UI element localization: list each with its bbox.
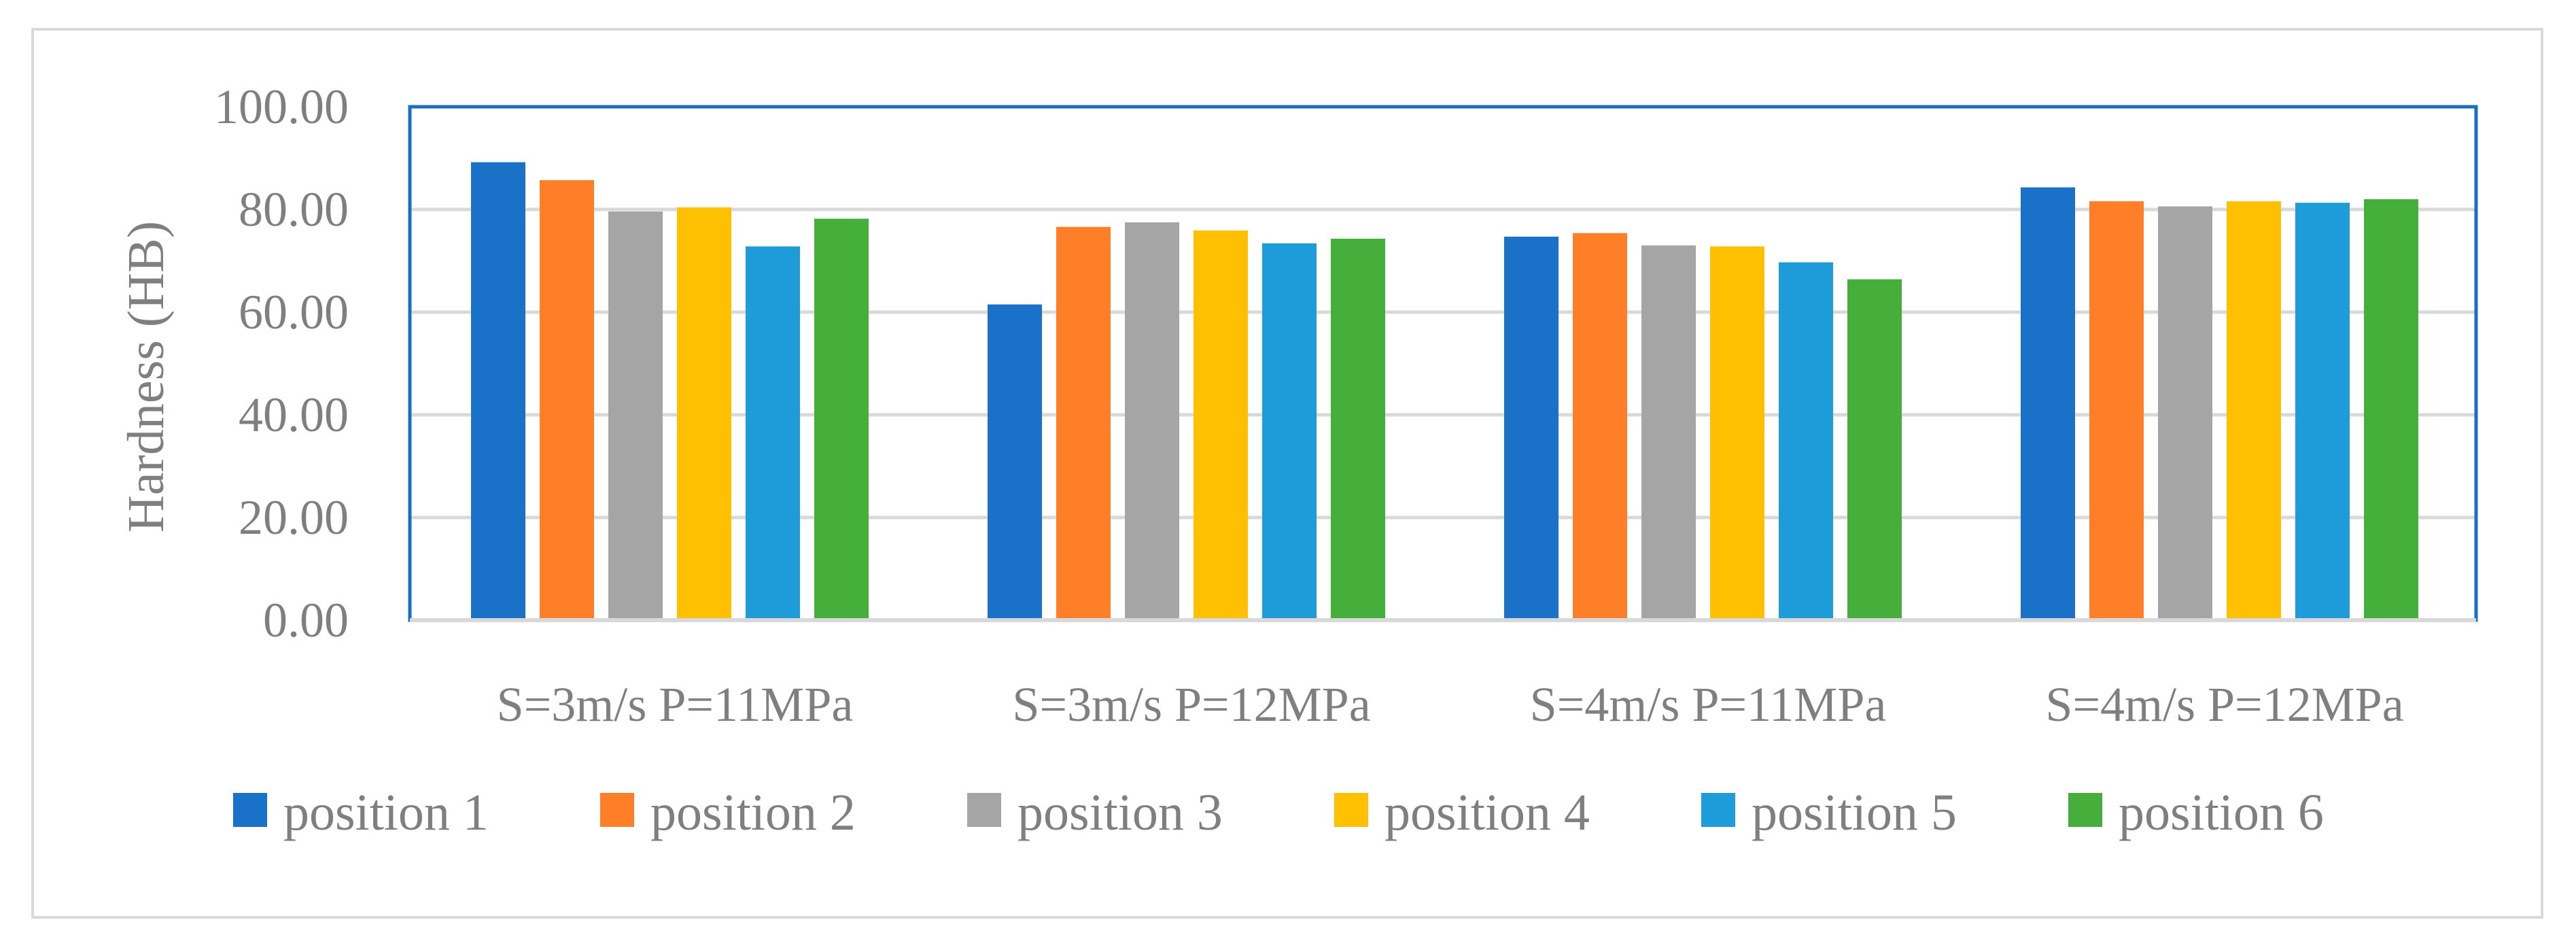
bar-position-6-cat2 [1331,239,1385,620]
axes: 0.00 20.00 40.00 60.00 80.00 100.00 S=3m/s P=1… [214,80,2478,732]
bar-position-5-cat1 [746,246,800,620]
x-category-label: S=3m/s P=12MPa [1012,677,1370,732]
bar-position-1-cat3 [1504,237,1559,620]
bars [471,162,2418,621]
bar-position-1-cat4 [2021,187,2075,620]
y-tick-label: 80.00 [239,182,349,237]
y-tick-label: 0.00 [263,593,349,647]
bar-position-3-cat1 [608,211,663,620]
y-axis-title: Hardness (HB) [118,221,175,532]
bar-position-4-cat1 [677,207,731,621]
legend-swatch [233,793,267,827]
bar-position-2-cat4 [2089,201,2144,620]
bar-position-2-cat1 [540,180,594,621]
bar-position-3-cat4 [2158,206,2212,621]
legend-swatch [967,793,1001,827]
legend-label: position 2 [650,784,856,841]
bar-position-6-cat3 [1847,279,1902,620]
bar-position-3-cat2 [1125,222,1179,620]
bar-position-4-cat4 [2227,201,2281,620]
y-tick-label: 60.00 [239,285,349,339]
bar-position-5-cat3 [1779,262,1833,620]
bar-position-6-cat1 [814,218,869,621]
bar-position-5-cat4 [2295,203,2350,620]
x-category-label: S=4m/s P=12MPa [2045,677,2403,732]
y-tick-label: 100.00 [214,80,349,134]
legend-label: position 3 [1017,784,1223,841]
bar-position-2-cat3 [1573,233,1627,621]
bar-position-3-cat3 [1641,245,1696,621]
x-category-label: S=3m/s P=11MPa [497,677,854,732]
legend-label: position 5 [1752,784,1957,841]
bar-position-4-cat3 [1710,246,1764,620]
bar-position-1-cat2 [988,304,1042,620]
legend-label: position 1 [283,784,489,841]
bar-position-2-cat2 [1056,226,1111,620]
legend-swatch [1334,793,1368,827]
y-tick-label: 40.00 [239,388,349,442]
legend-swatch [1701,793,1735,827]
legend-label: position 6 [2119,784,2324,841]
legend-label: position 4 [1385,784,1590,841]
bar-position-1-cat1 [471,162,525,621]
bar-position-6-cat4 [2364,199,2418,620]
bar-position-5-cat2 [1262,243,1317,621]
y-tick-label: 20.00 [239,490,349,545]
x-category-label: S=4m/s P=11MPa [1530,677,1887,732]
bar-position-4-cat2 [1194,230,1248,621]
legend-swatch [2068,793,2102,827]
legend: position 1 position 2 position 3 position 4… [233,784,2324,841]
legend-swatch [600,793,634,827]
